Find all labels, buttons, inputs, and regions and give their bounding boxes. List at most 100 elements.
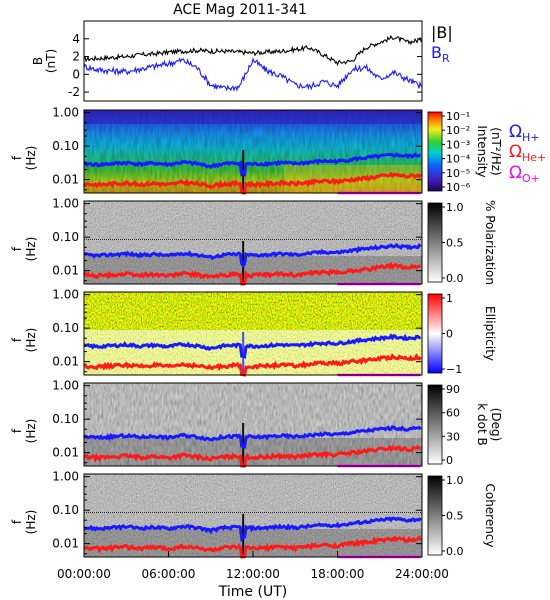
ellipticity-ylabel-unit: (Hz) [24,328,38,353]
coherency-colorbar-tick-label: 0.0 [446,545,464,558]
kdotb-ylabel-unit: (Hz) [24,419,38,444]
ellipticity-colorbar-tick-label: −1 [446,363,462,376]
polarization-ylabel-main: f [10,246,24,251]
kdotb-colorbar [427,384,443,465]
kdotb-colorbar-unit: (Deg) [489,408,503,442]
intensity-colorbar-tick-label: 10⁻³ [446,138,470,151]
spectral-panels: 1.000.100.01f (Hz)10⁻¹10⁻²10⁻³10⁻⁴10⁻⁵10⁻… [10,106,503,559]
intensity-high-freq-band [84,110,422,124]
panel-intensity: 1.00 0.10 0.01 f (Hz) 10⁻¹10⁻²10⁻³ 10⁻⁴10⁻⁵10⁻… [10,106,503,195]
panel-b-field: 420-2 B (nT) |B| BR [31,20,453,102]
gyro-label-he-symbol: Ω [509,142,522,162]
kdotb-colorbar-tick-label: 90 [446,383,460,396]
intensity-ytick-label: 1.00 [52,106,79,120]
polarization-h-plus-line [83,242,422,268]
gyro-label-h: ΩH+ [509,122,540,144]
time-tick-label: 24:00:00 [395,567,449,581]
intensity-colorbar [427,111,443,192]
ellipticity-colorbar [427,293,443,374]
kdotb-ytick-label: 1.00 [52,379,79,393]
gyro-label-o-symbol: Ω [509,163,522,183]
polarization-frame [83,200,423,285]
intensity-colorbar-tick-label: 10⁻¹ [446,110,470,123]
ellipticity-ylabel-main: f [10,337,24,342]
polarization-colorbar-tick-label: 0.0 [446,272,464,285]
coherency-ytick-label: 0.01 [52,537,79,551]
legend-b-radial-sub: R [442,52,450,65]
intensity-colorbar-label: Intensity [475,125,489,177]
kdotb-colorbar-tick-label: 60 [446,407,460,420]
polarization-ytick-label: 0.01 [52,264,79,278]
intensity-colorbar-tick-label: 10⁻⁶ [446,181,471,194]
ellipticity-he-plus-line [83,352,422,377]
kdotb-h-plus-line [82,425,422,449]
intensity-colorbar-tick-label: 10⁻² [446,124,470,137]
coherency-ylabel-unit: (Hz) [24,510,38,535]
coherency-h-plus-line [83,516,422,543]
intensity-ylabel-unit: (Hz) [24,146,38,171]
ellipticity-colorbar-tick-label: 1 [446,292,453,305]
intensity-colorbar-tick-label: 10⁻⁴ [446,153,471,166]
polarization-ylabel-unit: (Hz) [24,237,38,262]
coherency-colorbar [427,475,443,556]
coherency-ylabel-main: f [10,519,24,524]
coherency-he-plus-line [83,535,422,559]
gyro-label-o: ΩO+ [509,163,540,185]
ellipticity-ytick-label: 0.10 [52,321,79,335]
panel-coherency: 1.00 0.10 0.01 f (Hz) 1.0 0.5 0.0 Coherency [10,470,497,559]
time-axis-label: Time (UT) [218,584,287,600]
gyro-label-o-sub: O+ [522,172,540,185]
ellipticity-frame [83,291,423,376]
gyro-labels: ΩH+ ΩHe+ ΩO+ [509,122,546,185]
b-total-line [83,34,423,67]
time-tick-label: 06:00:00 [142,567,196,581]
polarization-ytick-label: 0.10 [52,230,79,244]
intensity-ytick-label: 0.10 [52,139,79,153]
b-ytick-label: 2 [72,50,80,64]
coherency-colorbar-tick-label: 0.5 [446,510,464,523]
intensity-h-plus-line [83,152,421,177]
intensity-ytick-label: 0.01 [52,173,79,187]
b-series-group [83,34,423,92]
b-yaxis-ticks: 4 2 0 -2 [68,32,422,99]
ellipticity-colorbar-label: Ellipticity [483,306,497,361]
kdotb-colorbar-tick-label: 0 [446,454,453,467]
polarization-colorbar-label: % Polarization [483,200,497,285]
legend-b-radial-main: B [431,43,442,62]
gyro-label-h-sub: H+ [522,131,540,144]
legend-b-radial: BR [431,43,450,65]
time-tick-label: 00:00:00 [57,567,111,581]
panel-ellipticity: 1.00 0.10 0.01 f (Hz) 1 0 −1 Ellipticity [10,288,497,377]
intensity-colorbar-tick-label: 10⁻⁵ [446,167,470,180]
kdotb-ylabel-main: f [10,428,24,433]
time-axis: 00:00:00 06:00:00 12:00:00 18:00:00 24:00:00 [57,551,449,581]
b-ylabel-main: B [31,57,45,65]
panel-polarization: 1.00 0.10 0.01 f (Hz) 1.0 0.5 0.0 % Polarization [10,197,497,286]
polarization-colorbar [427,202,443,283]
coherency-ytick-label: 0.10 [52,503,79,517]
intensity-he-plus-line [82,171,422,195]
polarization-he-plus-line [83,261,421,286]
b-ylabel-unit: (nT) [44,49,58,73]
panel-kdotb: 1.00 0.10 0.01 f (Hz) 90 60 30 0 k dot B (Deg) [10,379,503,468]
intensity-colorbar-unit: (nT²/Hz) [489,127,503,175]
time-tick-label: 12:00:00 [226,567,280,581]
intensity-ylabel-main: f [10,155,24,160]
coherency-ytick-label: 1.00 [52,470,79,484]
kdotb-frame [83,382,423,467]
intensity-frame [83,109,423,194]
kdotb-low-freq-shade [84,438,422,466]
polarization-colorbar-tick-label: 1.0 [446,201,464,214]
time-tick-label: 18:00:00 [311,567,365,581]
ellipticity-colorbar-tick-label: 0 [446,328,453,341]
kdotb-he-plus-line [83,444,422,468]
coherency-colorbar-label: Coherency [483,483,497,547]
legend-b-total: |B| [431,23,453,42]
coherency-colorbar-tick-label: 1.0 [446,474,464,487]
gyro-label-he-sub: He+ [522,151,546,164]
b-radial-line [83,56,423,92]
b-ytick-label: -2 [68,85,80,99]
figure-title: ACE Mag 2011-341 [173,2,307,18]
ellipticity-ytick-label: 1.00 [52,288,79,302]
